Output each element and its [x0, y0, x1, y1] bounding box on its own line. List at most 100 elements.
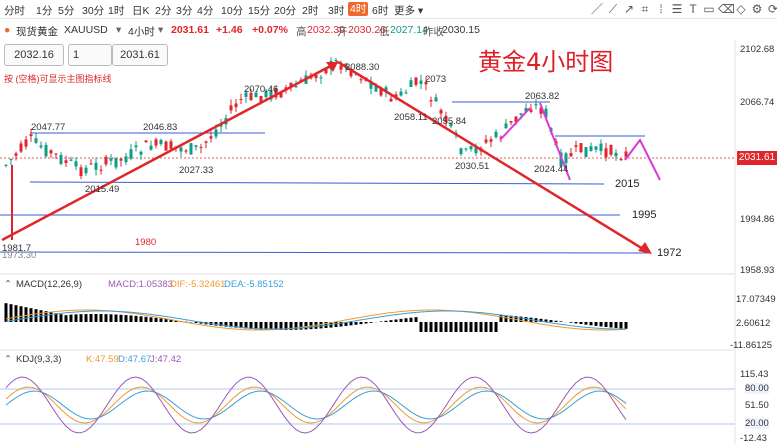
candle-body — [294, 85, 298, 88]
refresh-icon[interactable]: ⟳ — [767, 2, 777, 16]
shape-icon[interactable]: ▭ — [703, 2, 715, 16]
price-axis-label: 1958.93 — [740, 265, 775, 276]
open-value: 2030.26 — [348, 24, 386, 36]
annotation: 2015 — [615, 178, 640, 190]
interval-dropdown-icon[interactable]: ▾ — [158, 24, 164, 36]
kdj-j: J:47.42 — [150, 354, 182, 365]
macd-bar — [284, 322, 288, 330]
macd-bar — [229, 322, 233, 328]
candle-body — [204, 141, 208, 143]
candle-body — [464, 148, 468, 150]
symbol-code[interactable]: XAUUSD — [64, 24, 108, 36]
ask-price-box[interactable]: 2031.61 — [112, 44, 168, 66]
timeframe-7[interactable]: 3分 — [176, 5, 193, 17]
macd-bar — [14, 305, 18, 322]
candle-body — [374, 85, 378, 92]
timeframe-12[interactable]: 2时 — [302, 5, 319, 17]
macd-bar — [409, 317, 413, 322]
annotation: 2015.49 — [85, 184, 120, 195]
fib-icon[interactable]: ☰ — [671, 2, 683, 16]
macd-label[interactable]: MACD(12,26,9) — [16, 279, 82, 290]
timeframe-4[interactable]: 1时 — [108, 5, 125, 17]
annotation: 2024.44 — [534, 164, 569, 175]
symbol-name[interactable]: 现货黄金 — [16, 26, 58, 38]
kdj-collapse-icon[interactable]: ⌃ — [4, 354, 12, 365]
timeframe-1[interactable]: 1分 — [36, 5, 53, 17]
bid-price-box[interactable]: 2032.16 — [4, 44, 64, 66]
macd-bar — [169, 319, 173, 322]
eraser-icon[interactable]: ◇ — [736, 2, 746, 16]
candle-body — [389, 98, 393, 102]
macd-bar — [339, 322, 343, 327]
kdj-j-line — [5, 376, 627, 434]
timeframe-11[interactable]: 20分 — [274, 5, 297, 17]
gear-icon[interactable]: ⚙ — [751, 2, 763, 16]
timeframe-5[interactable]: 日K — [132, 5, 150, 17]
timeframe-9[interactable]: 10分 — [221, 5, 244, 17]
timeframe-14[interactable]: 4时 — [348, 2, 369, 16]
last-price: 2031.61 — [171, 24, 209, 36]
grid-icon[interactable]: ⁞ — [659, 2, 663, 16]
macd-bar — [459, 322, 463, 332]
timeframe-6[interactable]: 2分 — [155, 5, 172, 17]
candle-body — [544, 108, 548, 118]
timeframe-13[interactable]: 3时 — [328, 5, 345, 17]
candle-body — [54, 153, 58, 155]
candle-body — [114, 157, 118, 168]
candle-body — [229, 105, 233, 111]
candle-body — [599, 143, 603, 152]
macd-bar — [19, 306, 23, 322]
pen-icon[interactable]: ⟋ — [608, 2, 618, 16]
timeframe-16[interactable]: 更多 ▾ — [394, 5, 424, 17]
candle-body — [604, 148, 608, 158]
candle-body — [339, 65, 343, 70]
candle-body — [584, 147, 588, 157]
arrow-icon[interactable]: ⌗ — [641, 2, 649, 16]
star-icon[interactable]: ● — [4, 24, 11, 36]
candle-body — [609, 145, 613, 155]
macd-axis-label: 2.60612 — [736, 318, 771, 329]
macd-bar — [434, 322, 438, 332]
macd-bar — [274, 322, 278, 330]
interval-select[interactable]: 4小时 — [128, 26, 155, 38]
timeframe-0[interactable]: 分时 — [4, 5, 25, 17]
timeframe-8[interactable]: 4分 — [197, 5, 214, 17]
kdj-label[interactable]: KDJ(9,3,3) — [16, 354, 62, 365]
macd-bar — [239, 322, 243, 329]
line-icon[interactable]: ↗ — [623, 2, 635, 16]
macd-bar — [69, 314, 73, 322]
candle-body — [84, 167, 88, 174]
candle-body — [19, 143, 23, 152]
candle-body — [424, 82, 428, 85]
trash-icon[interactable]: ⌫ — [718, 2, 735, 16]
candle-body — [49, 150, 53, 154]
annotation: 2055.84 — [432, 116, 467, 127]
timeframe-15[interactable]: 6时 — [372, 5, 389, 17]
macd-bar — [359, 322, 363, 325]
candle-body — [369, 81, 373, 89]
forecast-arrow — [539, 102, 571, 181]
macd-bar — [109, 314, 113, 322]
macd-bar — [524, 317, 528, 322]
candle-body — [499, 136, 503, 138]
macd-bar — [429, 322, 433, 332]
timeframe-2[interactable]: 5分 — [58, 5, 75, 17]
macd-bar — [129, 315, 133, 322]
quantity-input[interactable]: 1 — [68, 44, 112, 66]
candle-body — [134, 145, 138, 148]
candle-body — [404, 92, 408, 94]
macd-bar — [504, 315, 508, 322]
text-icon[interactable]: T — [689, 2, 697, 16]
macd-bar — [319, 322, 323, 329]
candle-body — [109, 158, 113, 161]
annotation: 2027.33 — [179, 165, 214, 176]
macd-bar — [439, 322, 443, 332]
dropdown-icon[interactable]: ▾ — [116, 24, 122, 36]
macd-collapse-icon[interactable]: ⌃ — [4, 279, 12, 290]
candle-body — [484, 139, 488, 143]
uptrend-line — [1, 60, 339, 242]
timeframe-3[interactable]: 30分 — [82, 5, 105, 17]
timeframe-10[interactable]: 15分 — [248, 5, 271, 17]
pen-icon[interactable]: ／ — [590, 2, 603, 16]
